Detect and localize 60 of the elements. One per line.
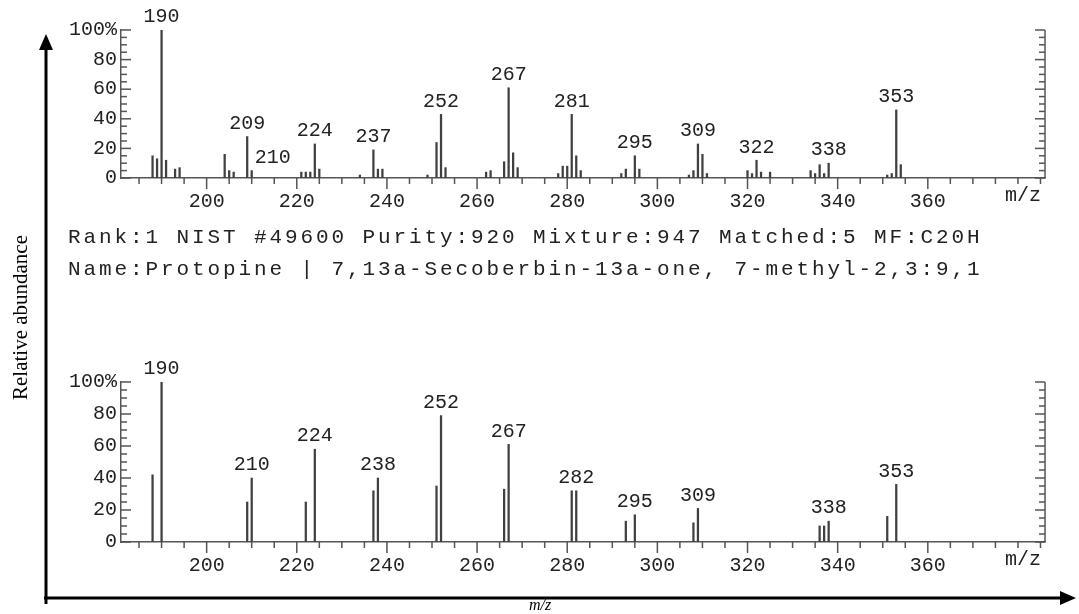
x-tick-label: 360 — [909, 554, 946, 578]
annotation: 210 — [233, 453, 270, 477]
annotation: 309 — [679, 483, 716, 507]
annotation: 209 — [229, 111, 266, 135]
x-tick-label: 300 — [639, 190, 676, 214]
x-tick-label: 240 — [368, 554, 405, 578]
x-tick-label: 200 — [188, 190, 225, 214]
annotation: 224 — [296, 119, 333, 143]
y-tick-label: 100% — [68, 370, 118, 394]
x-tick-label: 260 — [459, 190, 496, 214]
y-tick-label: 60 — [92, 434, 117, 458]
y-tick-label: 100% — [68, 18, 118, 42]
x-tick-label: 220 — [278, 554, 315, 578]
annotation: 252 — [423, 89, 460, 113]
annotation: 267 — [490, 63, 527, 87]
annotation: 295 — [616, 490, 653, 514]
annotation: 190 — [143, 357, 180, 381]
annotation: 252 — [423, 390, 460, 414]
x-tick-label: 260 — [459, 554, 496, 578]
annotation: 267 — [490, 419, 527, 443]
annotation: 322 — [738, 135, 775, 159]
annotation: 237 — [355, 125, 392, 149]
annotation: 338 — [810, 496, 847, 520]
y-tick-label: 20 — [92, 136, 117, 160]
y-tick-label: 40 — [92, 466, 117, 490]
annotation: 238 — [359, 453, 396, 477]
x-tick-label: 340 — [819, 190, 856, 214]
x-tick-label: 340 — [819, 554, 856, 578]
annotation: 190 — [143, 5, 180, 29]
annotation: 282 — [558, 466, 595, 490]
y-tick-label: 80 — [92, 47, 117, 71]
annotation: 338 — [810, 138, 847, 162]
y-axis-title: Relative abundance — [7, 234, 33, 402]
x-tick-label: 300 — [639, 554, 676, 578]
annotation: 224 — [296, 424, 333, 448]
x-tick-label: 220 — [278, 190, 315, 214]
x-axis-title: m/z — [1004, 184, 1041, 208]
x-tick-label: 320 — [729, 190, 766, 214]
x-tick-label: 280 — [549, 190, 586, 214]
annotation: 281 — [553, 89, 590, 113]
x-tick-label: 240 — [368, 190, 405, 214]
x-tick-label: 320 — [729, 554, 766, 578]
y-tick-label: 0 — [104, 166, 117, 190]
text: Name:Protopine | 7,13a-Secoberbin-13a-one, 7-methyl-2,3:9,1 — [68, 258, 983, 281]
y-tick-label: 60 — [92, 77, 117, 101]
x-axis-title: m/z — [1004, 548, 1041, 572]
x-tick-label: 360 — [909, 190, 946, 214]
annotation: 309 — [679, 119, 716, 143]
y-tick-label: 0 — [104, 530, 117, 554]
annotation: 295 — [616, 131, 653, 155]
x-tick-label: 200 — [188, 554, 225, 578]
y-tick-label: 20 — [92, 498, 117, 522]
text: m/z — [527, 596, 553, 614]
annotation: 353 — [878, 85, 915, 109]
y-tick-label: 40 — [92, 107, 117, 131]
annotation: 353 — [878, 459, 915, 483]
x-tick-label: 280 — [549, 554, 586, 578]
annotation: 210 — [254, 145, 291, 169]
text: Rank:1 NIST #49600 Purity:920 Mixture:947 Matched:5 MF:C20H — [68, 226, 983, 249]
y-tick-label: 80 — [92, 402, 117, 426]
